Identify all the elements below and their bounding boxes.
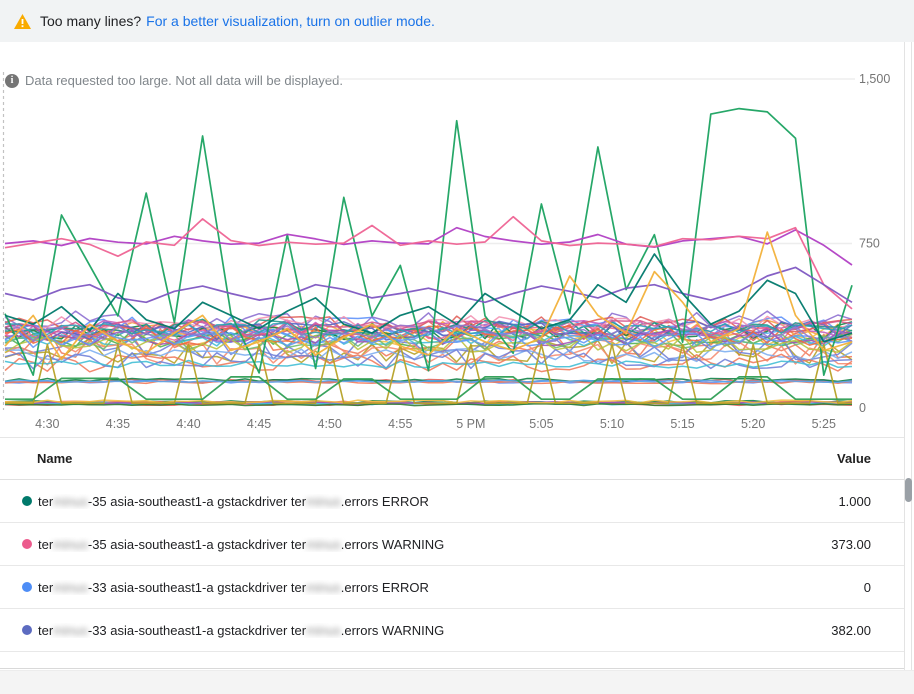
chart-line	[5, 376, 852, 401]
chart-line	[4, 322, 853, 338]
chart-line	[4, 253, 853, 343]
scrollbar-track[interactable]	[904, 42, 912, 670]
series-value: 1.000	[838, 493, 871, 509]
chart-line	[4, 215, 853, 310]
x-axis-tick-label: 4:40	[176, 417, 200, 431]
x-axis-tick-label: 4:30	[35, 417, 59, 431]
series-value: 0	[863, 579, 871, 595]
chart-line	[4, 226, 853, 266]
warning-banner: Too many lines? For a better visualizati…	[0, 0, 914, 42]
chart-line	[4, 325, 853, 346]
series-color-dot	[22, 625, 32, 635]
timeseries-chart[interactable]: 0 750 1,500 4:30 4:35 4:40 4:45 4:50 4:55 5 PM 5:0…	[0, 42, 904, 437]
chart-line	[4, 380, 853, 385]
chart-line	[4, 319, 853, 338]
y-axis-tick-label: 750	[859, 237, 880, 251]
series-name: terminus-35 asia-southeast1-a gstackdriv…	[38, 493, 429, 509]
outlier-mode-link[interactable]: For a better visualization, turn on outl…	[146, 13, 435, 29]
x-axis-tick-label: 5:15	[670, 417, 694, 431]
legend-column-value: Value	[837, 451, 871, 466]
series-color-dot	[22, 496, 32, 506]
scrollbar-thumb[interactable]	[905, 478, 912, 502]
legend-table: Name Value terminus-35 asia-southeast1-a…	[0, 437, 904, 669]
series-name: terminus-33 asia-southeast1-a gstackdriv…	[38, 622, 445, 638]
legend-column-name: Name	[37, 451, 73, 466]
y-axis-tick-label: 1,500	[859, 72, 890, 86]
x-axis-tick-label: 4:55	[388, 417, 412, 431]
x-axis-tick-label: 5 PM	[456, 417, 485, 431]
chart-line	[4, 324, 853, 343]
series-value: 373.00	[831, 536, 871, 552]
legend-row[interactable]: terminus-33 asia-southeast1-a gstackdriv…	[0, 609, 904, 652]
info-message: Data requested too large. Not all data w…	[25, 73, 343, 88]
legend-row[interactable]: terminus-35 asia-southeast1-a gstackdriv…	[0, 480, 904, 523]
banner-text: Too many lines?	[40, 13, 142, 29]
chart-line	[4, 340, 853, 366]
chart-line	[4, 334, 853, 354]
x-axis-tick-label: 4:35	[106, 417, 130, 431]
series-color-dot	[22, 539, 32, 549]
legend-row-partial	[0, 652, 904, 669]
panel-bottom-strip	[0, 670, 914, 694]
info-icon: i	[5, 74, 19, 88]
series-name: terminus-35 asia-southeast1-a gstackdriv…	[38, 536, 445, 552]
x-axis-tick-label: 5:05	[529, 417, 553, 431]
legend-row[interactable]: terminus-35 asia-southeast1-a gstackdriv…	[0, 523, 904, 566]
chart-line	[4, 403, 853, 407]
x-axis-tick-label: 5:25	[812, 417, 836, 431]
series-name: terminus-33 asia-southeast1-a gstackdriv…	[38, 579, 429, 595]
x-axis-tick-label: 5:20	[741, 417, 765, 431]
legend-header: Name Value	[0, 438, 904, 480]
legend-row[interactable]: terminus-33 asia-southeast1-a gstackdriv…	[0, 566, 904, 609]
warning-icon	[14, 13, 31, 29]
chart-line	[4, 107, 853, 376]
chart-line	[5, 343, 852, 405]
chart-line	[4, 331, 853, 349]
y-axis-tick-label: 0	[859, 401, 866, 415]
series-value: 382.00	[831, 622, 871, 638]
x-axis-tick-label: 4:50	[318, 417, 342, 431]
x-axis-tick-label: 4:45	[247, 417, 271, 431]
chart-line	[4, 266, 853, 304]
series-color-dot	[22, 582, 32, 592]
chart-line	[4, 379, 853, 384]
x-axis-tick-label: 5:10	[600, 417, 624, 431]
chart-line	[4, 231, 853, 361]
